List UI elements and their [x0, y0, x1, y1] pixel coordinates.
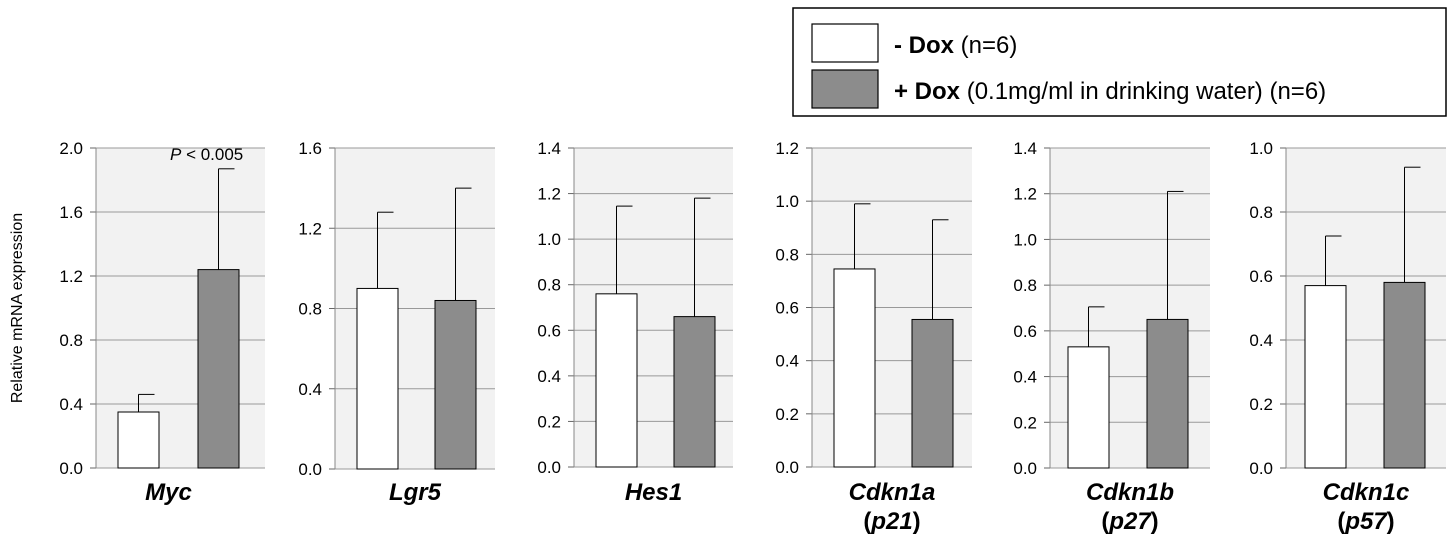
y-tick-label: 0.6 [1249, 267, 1273, 286]
y-tick-label: 0.0 [775, 458, 799, 477]
y-tick-label: 0.2 [537, 412, 561, 431]
y-axis-label: Relative mRNA expression [9, 213, 26, 403]
gene-sublabel: (p27) [1101, 508, 1158, 535]
panel-myc: 0.0 0.4 0.8 1.2 1.6 2.0 Myc P < 0.005 Relative m… [9, 139, 265, 506]
panel-cdkn1b: 0.0 0.2 0.4 0.6 0.8 1.0 1.2 1.4 Cdkn1b(p27) [1013, 139, 1210, 535]
gene-label: Hes1 [625, 479, 682, 506]
y-tick-label: 1.2 [775, 139, 799, 158]
gene-sublabel: (p21) [863, 508, 920, 535]
gene-label: Cdkn1c [1323, 479, 1410, 506]
panel-cdkn1a: 0.0 0.2 0.4 0.6 0.8 1.0 1.2 Cdkn1a(p21) [775, 139, 972, 535]
y-tick-label: 0.4 [59, 395, 83, 414]
legend-swatch-plus-dox [811, 69, 879, 109]
y-tick-label: 0.6 [775, 299, 799, 318]
y-tick-label: 1.0 [1013, 230, 1037, 249]
y-tick-label: 0.8 [298, 300, 322, 319]
chart-panels: 0.0 0.4 0.8 1.2 1.6 2.0 Myc P < 0.005 Relative m… [9, 139, 1446, 535]
bar-minus-dox [1304, 285, 1347, 469]
bar-minus-dox [595, 293, 638, 468]
bar-plus-dox [673, 316, 716, 468]
gene-label: Cdkn1b [1086, 479, 1174, 506]
y-tick-label: 0.8 [1013, 276, 1037, 295]
gene-label: Myc [145, 479, 192, 506]
y-tick-label: 0.6 [1013, 322, 1037, 341]
y-tick-label: 2.0 [59, 139, 83, 158]
gene-label: Lgr5 [389, 479, 442, 506]
y-tick-label: 1.0 [537, 230, 561, 249]
panel-cdkn1c: 0.0 0.2 0.4 0.6 0.8 1.0 Cdkn1c(p57) [1249, 139, 1446, 535]
y-tick-label: 0.4 [1013, 368, 1037, 387]
y-tick-label: 0.0 [537, 458, 561, 477]
y-tick-label: 0.4 [775, 352, 799, 371]
y-tick-label: 0.2 [775, 405, 799, 424]
y-tick-label: 1.6 [59, 203, 83, 222]
bar-plus-dox [434, 299, 477, 470]
y-tick-label: 0.2 [1013, 413, 1037, 432]
bar-plus-dox [1383, 281, 1426, 469]
gene-sublabel: (p57) [1337, 508, 1394, 535]
bar-minus-dox [833, 268, 876, 468]
y-tick-label: 0.0 [1013, 459, 1037, 478]
y-tick-label: 0.0 [298, 460, 322, 479]
bar-plus-dox [1146, 318, 1189, 469]
legend-box [792, 7, 1447, 117]
bar-minus-dox [356, 287, 399, 470]
y-tick-label: 0.4 [537, 367, 561, 386]
y-tick-label: 1.2 [1013, 185, 1037, 204]
bar-plus-dox [911, 318, 954, 468]
y-tick-label: 1.2 [298, 219, 322, 238]
y-tick-label: 1.2 [537, 185, 561, 204]
y-tick-label: 0.6 [537, 321, 561, 340]
y-tick-label: 0.8 [537, 276, 561, 295]
bar-minus-dox [1067, 346, 1110, 469]
y-tick-label: 0.8 [59, 331, 83, 350]
panel-lgr5: 0.0 0.4 0.8 1.2 1.6 Lgr5 [298, 139, 495, 506]
legend-label-plus-dox: + Dox (0.1mg/ml in drinking water) (n=6) [894, 78, 1326, 105]
y-tick-label: 1.2 [59, 267, 83, 286]
y-tick-label: 0.0 [1249, 459, 1273, 478]
legend-label-minus-dox: - Dox (n=6) [894, 32, 1017, 59]
y-tick-label: 0.8 [1249, 203, 1273, 222]
y-tick-label: 0.4 [1249, 331, 1273, 350]
gene-label: Cdkn1a [849, 479, 936, 506]
bar-minus-dox [117, 411, 160, 469]
y-tick-label: 1.6 [298, 139, 322, 158]
y-tick-label: 0.8 [775, 245, 799, 264]
bar-plus-dox [197, 269, 240, 469]
p-value-annotation: P < 0.005 [170, 145, 243, 164]
y-tick-label: 1.4 [537, 139, 561, 158]
legend: - Dox (n=6) + Dox (0.1mg/ml in drinking … [792, 7, 1447, 117]
legend-swatch-minus-dox [811, 23, 879, 63]
panel-hes1: 0.0 0.2 0.4 0.6 0.8 1.0 1.2 1.4 Hes1 [537, 139, 733, 506]
y-tick-label: 1.0 [775, 192, 799, 211]
y-tick-label: 1.4 [1013, 139, 1037, 158]
y-tick-label: 0.4 [298, 380, 322, 399]
y-tick-label: 0.2 [1249, 395, 1273, 414]
y-tick-label: 0.0 [59, 459, 83, 478]
y-tick-label: 1.0 [1249, 139, 1273, 158]
